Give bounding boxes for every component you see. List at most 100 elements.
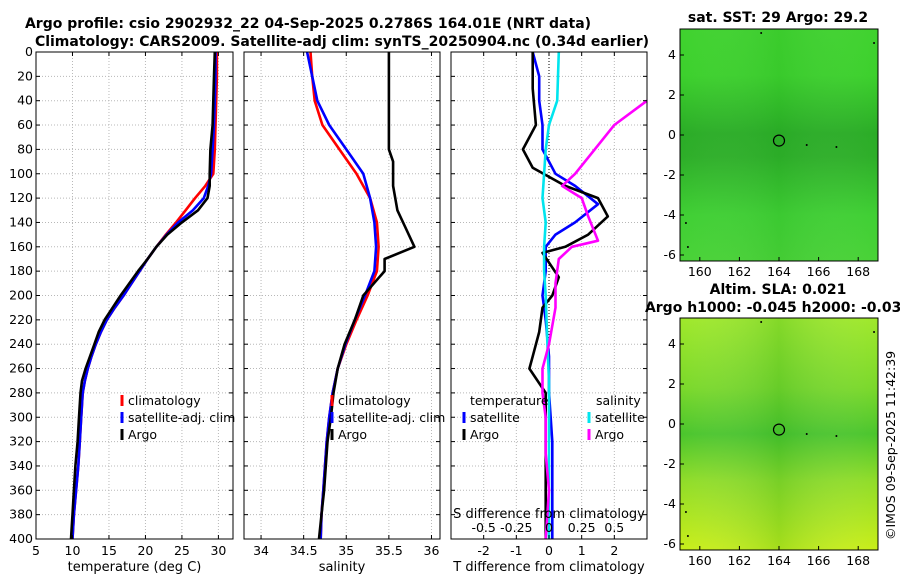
map-x-tick-label: 160 bbox=[688, 553, 712, 568]
y-tick-label: 240 bbox=[9, 336, 33, 351]
map-speckle bbox=[760, 321, 763, 323]
map-y-tick-label: -4 bbox=[664, 207, 677, 222]
x-axis-label: salinity bbox=[319, 560, 366, 575]
y-tick-label: 280 bbox=[9, 385, 33, 400]
legend-label: Argo bbox=[128, 427, 157, 442]
map-y-tick-label: 4 bbox=[668, 47, 676, 62]
legend-label: climatology bbox=[128, 393, 201, 408]
y-tick-label: 140 bbox=[9, 214, 33, 229]
legend-label: Argo bbox=[595, 427, 624, 442]
map-y-tick-label: -4 bbox=[664, 496, 677, 511]
sst-map: 160 162 164 166 168 4 2 0 -2 -4 -6 bbox=[664, 28, 879, 279]
legend-label: climatology bbox=[338, 393, 411, 408]
figure-title-line2: Climatology: CARS2009. Satellite-adj cli… bbox=[35, 34, 649, 50]
y-tick-label: 220 bbox=[9, 312, 33, 327]
y-tick-label: 80 bbox=[17, 141, 33, 156]
legend-label: Argo bbox=[338, 427, 367, 442]
argo-location-marker bbox=[772, 423, 786, 436]
map-x-tick-label: 166 bbox=[807, 264, 831, 279]
series-line-satellite-adj-clim bbox=[71, 52, 217, 539]
y-tick-label: 60 bbox=[17, 117, 33, 132]
map-speckle bbox=[684, 511, 687, 513]
sst-heatmap-shade bbox=[680, 29, 878, 261]
x-tick-label: 10 bbox=[65, 543, 81, 558]
map-x-tick-label: 166 bbox=[807, 553, 831, 568]
x-tick-label: -1 bbox=[510, 543, 522, 558]
map-x-tick-label: 160 bbox=[688, 264, 712, 279]
map-y-tick-label: 4 bbox=[668, 336, 676, 351]
y-tick-label: 120 bbox=[9, 190, 33, 205]
map-y-tick-label: -6 bbox=[664, 247, 677, 262]
legend-title-salinity: salinity bbox=[596, 393, 641, 408]
series-line-argo bbox=[317, 52, 416, 539]
y-tick-label: 200 bbox=[9, 288, 33, 303]
series-group bbox=[305, 52, 416, 539]
y-tick-label: 260 bbox=[9, 361, 33, 376]
y-tick-label: 340 bbox=[9, 458, 33, 473]
map-speckle bbox=[686, 535, 689, 537]
x-tick-label: 25 bbox=[174, 543, 190, 558]
y-tick-label: 0 bbox=[25, 44, 33, 59]
y-tick-label: 40 bbox=[17, 93, 33, 108]
legend-label: satellite-adj. clim bbox=[128, 410, 235, 425]
sst-map-title: sat. SST: 29 Argo: 29.2 bbox=[688, 10, 868, 26]
salinity-panel: 34 34.5 35 35.5 36 salinity climatology satelli… bbox=[243, 51, 445, 575]
legend-label: satellite bbox=[470, 410, 520, 425]
argo-location-marker bbox=[772, 134, 786, 147]
s-tick-label: -0.5 bbox=[471, 520, 495, 535]
legend-label: satellite bbox=[595, 410, 645, 425]
x-axis-label: T difference from climatology bbox=[452, 560, 645, 575]
series-line-salinity-satellite bbox=[541, 52, 561, 539]
y-tick-label: 300 bbox=[9, 409, 33, 424]
imos-timestamp: ©IMOS 09-Sep-2025 11:42:39 bbox=[883, 351, 898, 540]
x-tick-label: 2 bbox=[610, 543, 618, 558]
x-tick-label: 34 bbox=[253, 543, 269, 558]
map-speckle bbox=[873, 42, 876, 44]
x-axis-label: temperature (deg C) bbox=[68, 560, 202, 575]
map-speckle bbox=[835, 435, 838, 437]
x-tick-label: 15 bbox=[101, 543, 117, 558]
map-x-tick-label: 162 bbox=[727, 553, 751, 568]
s-tick-label: 0 bbox=[545, 520, 553, 535]
series-group bbox=[69, 52, 219, 539]
map-y-tick-label: -2 bbox=[664, 456, 676, 471]
y-tick-label: 100 bbox=[9, 166, 33, 181]
x-tick-label: 36 bbox=[424, 543, 440, 558]
x-tick-label: 0 bbox=[545, 543, 553, 558]
map-speckle bbox=[805, 144, 808, 146]
sla-map: 160 162 164 166 168 4 2 0 -2 -4 -6 bbox=[664, 317, 879, 568]
map-y-tick-label: -6 bbox=[664, 536, 677, 551]
map-x-tick-label: 168 bbox=[846, 553, 870, 568]
map-x-tick-label: 164 bbox=[767, 264, 791, 279]
map-y-tick-label: 0 bbox=[668, 127, 676, 142]
map-speckle bbox=[873, 331, 876, 333]
map-y-tick-label: 2 bbox=[668, 376, 676, 391]
x-tick-label: 5 bbox=[32, 543, 40, 558]
series-group bbox=[521, 52, 647, 539]
map-speckle bbox=[805, 433, 808, 435]
x-tick-label: 20 bbox=[137, 543, 153, 558]
x-tick-label: 35.5 bbox=[375, 543, 403, 558]
plot-frame bbox=[243, 51, 441, 540]
sla-map-title-line2: Argo h1000: -0.045 h2000: -0.034 bbox=[645, 300, 900, 316]
sla-heatmap-shade bbox=[680, 318, 878, 550]
series-line-satellite-adj-clim bbox=[305, 52, 378, 539]
s-axis-label: S difference from climatology bbox=[453, 507, 645, 522]
map-x-tick-label: 168 bbox=[846, 264, 870, 279]
s-tick-label: 0.25 bbox=[568, 520, 596, 535]
legend-label: satellite-adj. clim bbox=[338, 410, 445, 425]
y-tick-label: 180 bbox=[9, 263, 33, 278]
x-tick-label: -2 bbox=[477, 543, 489, 558]
series-line-climatology bbox=[309, 52, 380, 539]
y-tick-label: 20 bbox=[17, 68, 33, 83]
sla-map-title-line1: Altim. SLA: 0.021 bbox=[710, 282, 847, 298]
map-speckle bbox=[684, 222, 687, 224]
map-speckle bbox=[760, 32, 763, 34]
x-tick-label: 30 bbox=[210, 543, 226, 558]
y-tick-label: 160 bbox=[9, 239, 33, 254]
legend-label: Argo bbox=[470, 427, 499, 442]
y-tick-label: 380 bbox=[9, 507, 33, 522]
y-tick-label: 400 bbox=[9, 531, 33, 546]
map-y-tick-label: 2 bbox=[668, 87, 676, 102]
